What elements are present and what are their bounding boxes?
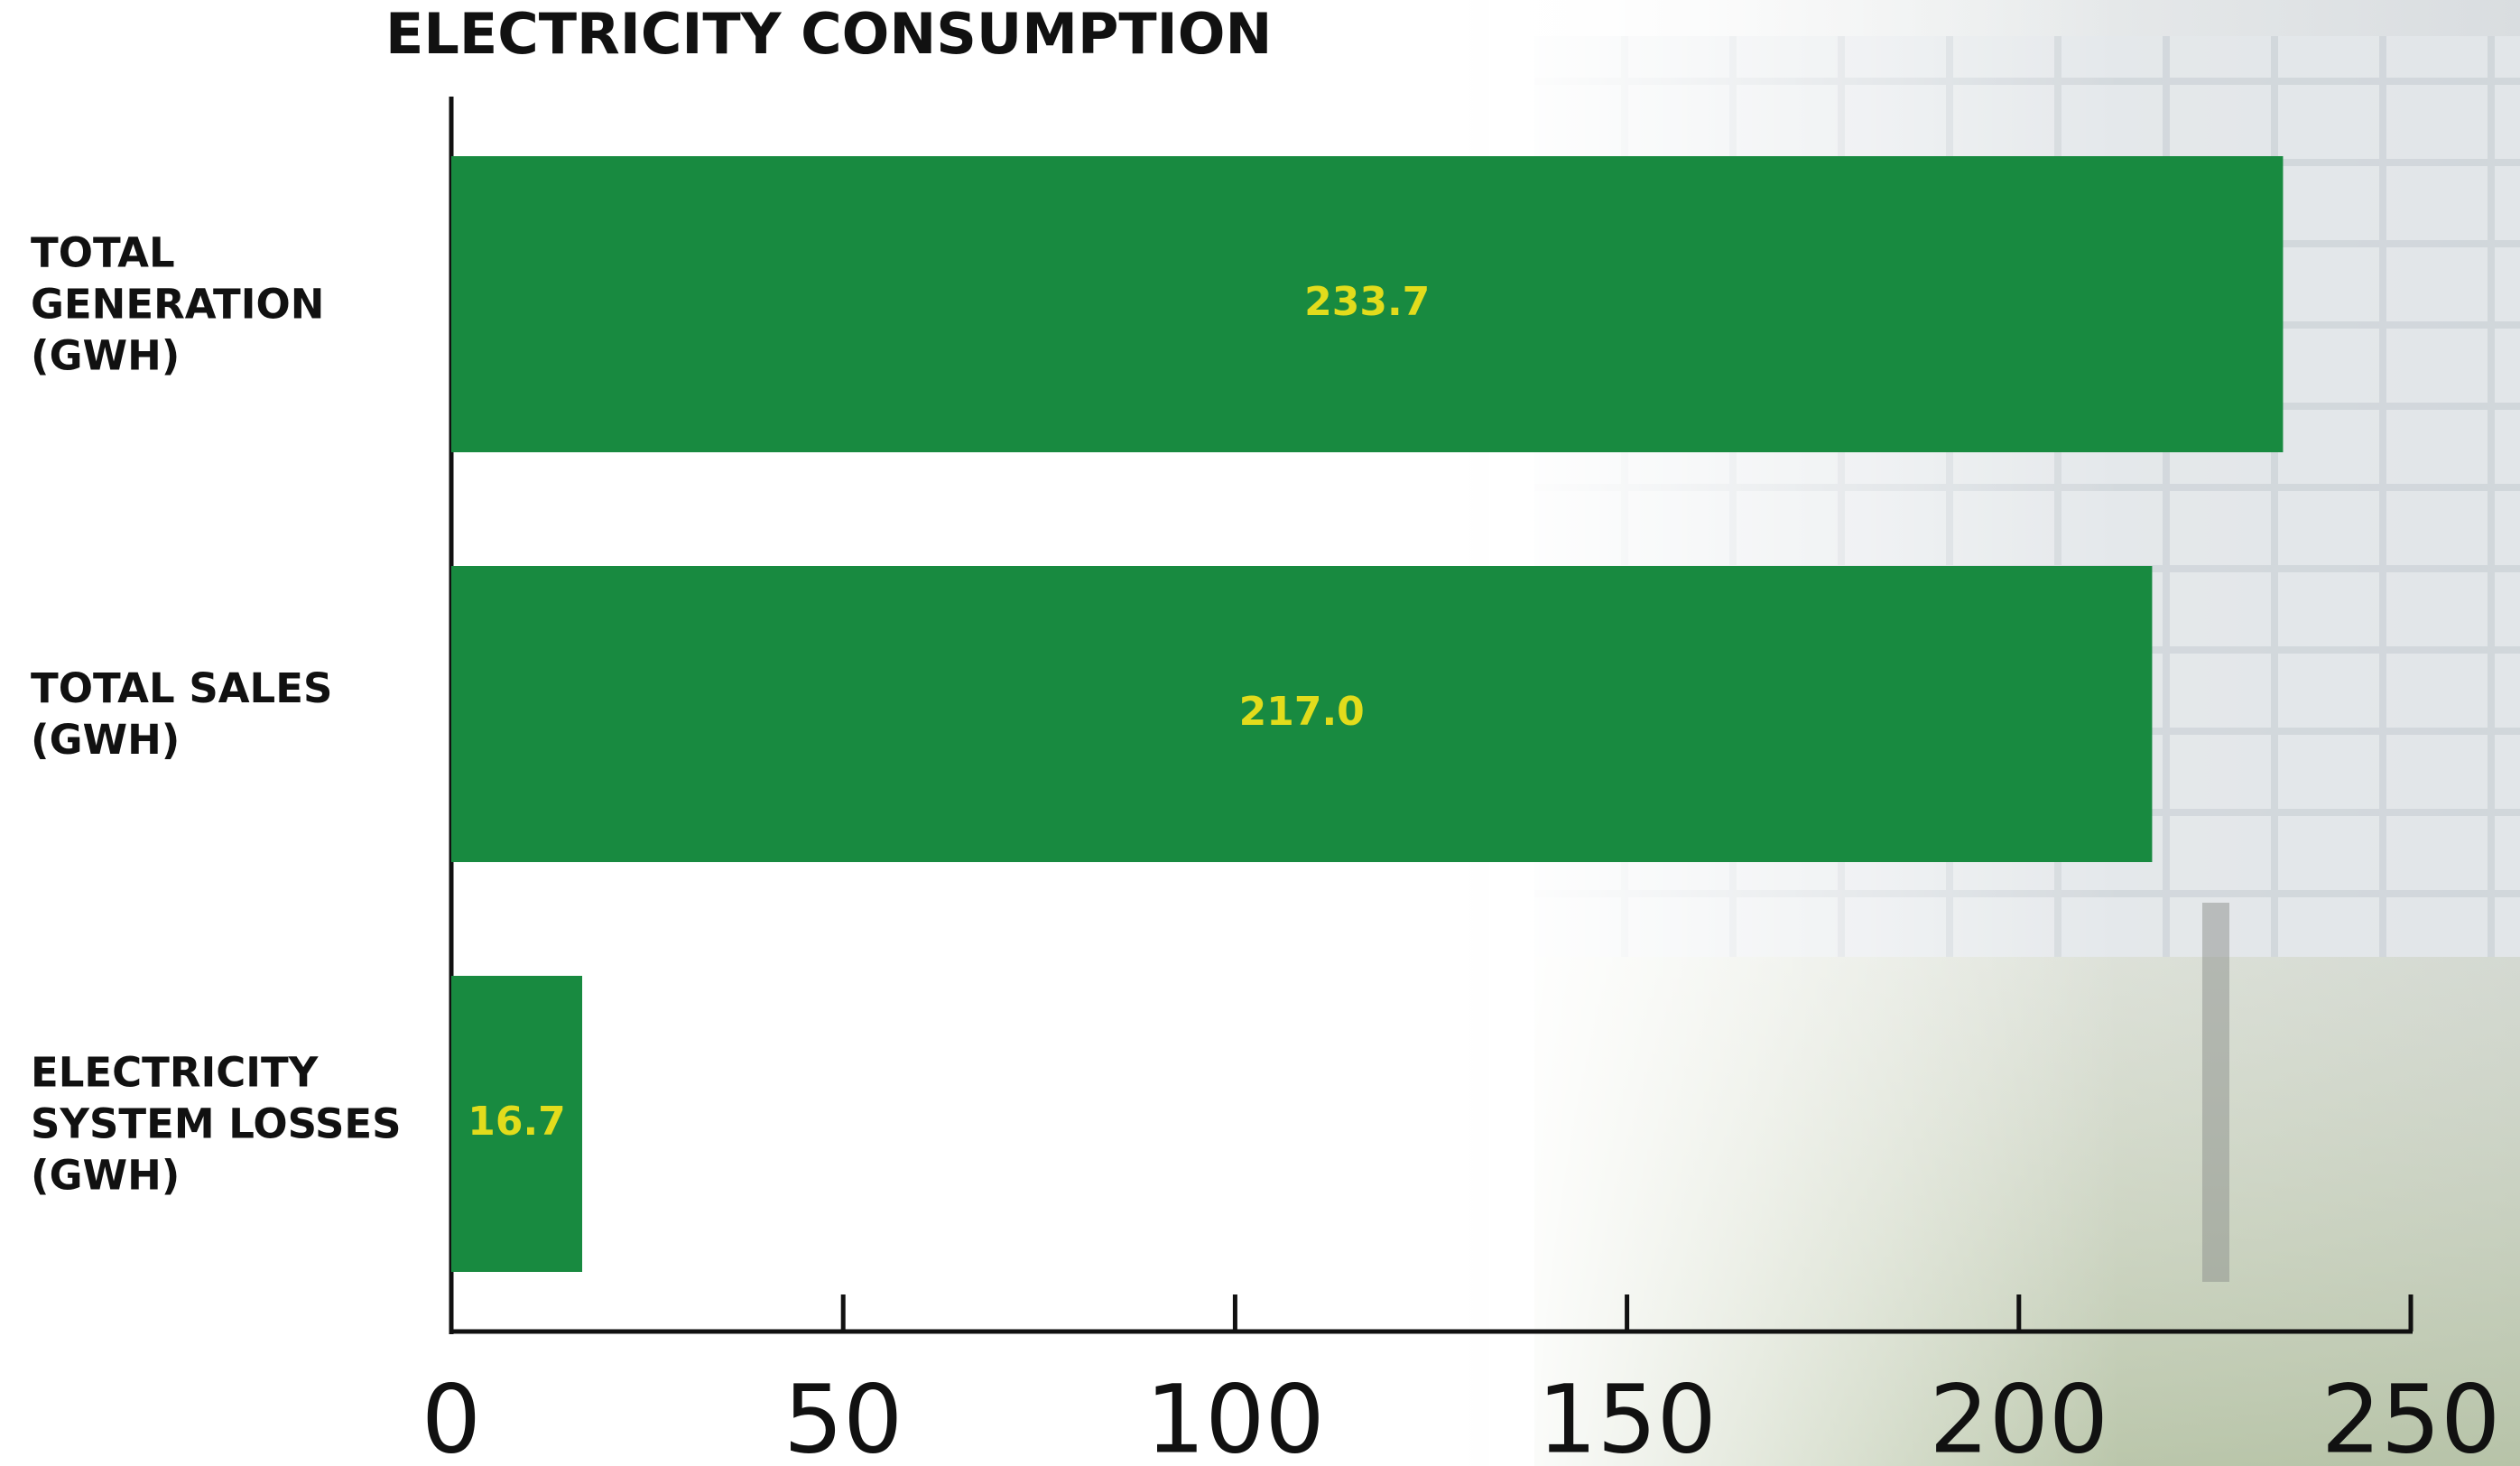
x-tick-label: 250: [2321, 1364, 2501, 1466]
y-tick-label: TOTAL GENERATION (GWH): [31, 227, 446, 382]
chart-title: ELECTRICITY CONSUMPTION: [385, 1, 1272, 67]
x-tick-label: 150: [1537, 1364, 1717, 1466]
x-tick-label: 50: [783, 1364, 903, 1466]
value-label: 233.7: [1304, 279, 1430, 325]
x-tick-label: 200: [1930, 1364, 2109, 1466]
page: ELECTRICITY CONSUMPTION 0 50 100 150 200 250 2…: [0, 0, 2520, 1466]
x-tick-label: 100: [1145, 1364, 1325, 1466]
value-label: 217.0: [1239, 689, 1365, 735]
y-tick-label: TOTAL SALES (GWH): [31, 663, 446, 765]
y-tick-label: ELECTRICITY SYSTEM LOSSES (GWH): [31, 1047, 446, 1202]
value-label: 16.7: [468, 1099, 566, 1145]
x-tick-label: 0: [422, 1364, 481, 1466]
